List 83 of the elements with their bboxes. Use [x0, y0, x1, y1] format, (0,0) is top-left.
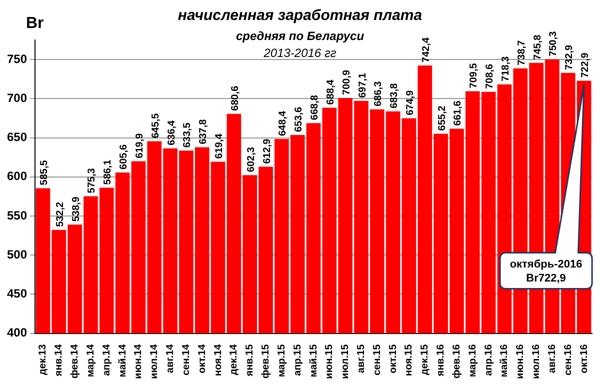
x-tick-label: июн.14: [133, 344, 144, 379]
data-label: 718,3: [500, 56, 512, 82]
x-tick-label: янв.14: [54, 344, 65, 376]
data-label: 585,5: [38, 160, 50, 186]
data-label: 697,1: [357, 72, 368, 98]
x-tick-label: дек.14: [228, 344, 240, 376]
data-label: 688,4: [325, 79, 336, 105]
x-tick-label: окт.14: [196, 344, 208, 374]
data-label: 602,3: [246, 146, 257, 172]
data-label: 686,3: [373, 80, 384, 106]
y-tick-label: 450: [6, 286, 28, 301]
x-tick-label: дек.13: [38, 344, 49, 376]
x-tick-label: июл.16: [531, 344, 542, 380]
data-label: 655,2: [436, 105, 448, 131]
data-label: 532,2: [54, 201, 66, 227]
x-tick-label: окт.16: [578, 344, 590, 374]
x-tick-label: апр.15: [292, 344, 304, 376]
x-tick-label: фев.15: [260, 344, 272, 379]
data-label: 700,9: [341, 69, 352, 95]
chart-title: начисленная заработная плата: [178, 7, 422, 24]
x-tick-label: окт.15: [388, 344, 399, 374]
x-tick-label: фев.16: [451, 344, 462, 379]
data-label: 750,3: [548, 30, 560, 56]
x-tick-label: ноя.15: [404, 344, 415, 376]
x-tick-label: апр.16: [483, 344, 494, 376]
data-label: 668,8: [310, 94, 321, 120]
data-label: 732,9: [564, 44, 576, 70]
data-label: 586,1: [102, 159, 114, 185]
data-label: 619,4: [214, 133, 226, 159]
data-label: 683,8: [389, 82, 400, 108]
x-tick-label: сен.14: [180, 344, 192, 376]
x-tick-label: апр.14: [101, 344, 112, 376]
x-tick-label: авг.15: [356, 344, 367, 374]
y-tick-label: 600: [6, 169, 28, 184]
data-label: 637,8: [198, 118, 210, 144]
x-tick-label: сен.16: [562, 344, 574, 376]
x-tick-label: июн.15: [324, 344, 336, 379]
y-tick-label: 500: [6, 247, 28, 262]
data-label: 745,8: [532, 34, 544, 60]
x-tick-label: ноя.14: [212, 344, 224, 376]
data-label: 612,9: [262, 138, 273, 164]
x-tick-label: авг.14: [165, 344, 176, 374]
x-tick-label: янв.16: [436, 344, 447, 376]
data-label: 742,4: [420, 37, 432, 62]
data-label: 575,3: [86, 168, 98, 194]
x-tick-label: дек.15: [420, 344, 431, 376]
y-tick-label: 550: [6, 208, 28, 222]
data-label: 538,9: [70, 196, 82, 222]
chart-subtitle: средняя по Беларуси: [236, 29, 365, 43]
x-tick-label: июл.14: [149, 344, 160, 380]
data-label: 645,5: [150, 112, 162, 138]
x-tick-label: май.16: [499, 344, 510, 378]
x-tick-label: мар.16: [467, 344, 478, 378]
annotation: октябрь-2016 Br722,9: [510, 258, 582, 285]
data-label: 636,4: [166, 120, 178, 146]
x-tick-label: мар.15: [276, 344, 288, 378]
y-tick-label: 650: [6, 130, 28, 144]
y-tick-label: 750: [6, 52, 28, 66]
x-tick-label: май.14: [117, 344, 128, 378]
x-tick-label: авг.16: [546, 344, 558, 374]
data-label: 653,6: [294, 106, 305, 132]
data-label: 722,9: [580, 52, 592, 78]
data-label: 674,9: [404, 90, 416, 116]
data-label: 648,4: [278, 110, 289, 136]
data-label: 661,6: [452, 100, 464, 126]
data-label: 680,6: [230, 85, 241, 111]
x-tick-label: янв.15: [244, 344, 256, 376]
x-tick-label: мар.14: [85, 344, 96, 378]
y-axis-title: Br: [26, 15, 44, 32]
annotation: 2013-2016 гг: [262, 46, 336, 60]
data-label: 633,5: [182, 122, 194, 148]
x-tick-label: сен.15: [372, 344, 383, 376]
x-tick-label: май.15: [308, 344, 320, 378]
data-label: 605,6: [118, 144, 130, 170]
data-label: 619,9: [134, 132, 146, 158]
y-tick-label: 700: [6, 90, 28, 105]
data-label: 709,5: [468, 62, 480, 88]
x-tick-label: фев.14: [70, 344, 81, 379]
y-tick-label: 400: [6, 326, 28, 340]
data-label: 738,7: [516, 40, 528, 66]
data-label: 708,6: [484, 63, 496, 89]
x-tick-label: июл.15: [340, 344, 352, 380]
x-tick-label: июн.16: [515, 344, 526, 379]
